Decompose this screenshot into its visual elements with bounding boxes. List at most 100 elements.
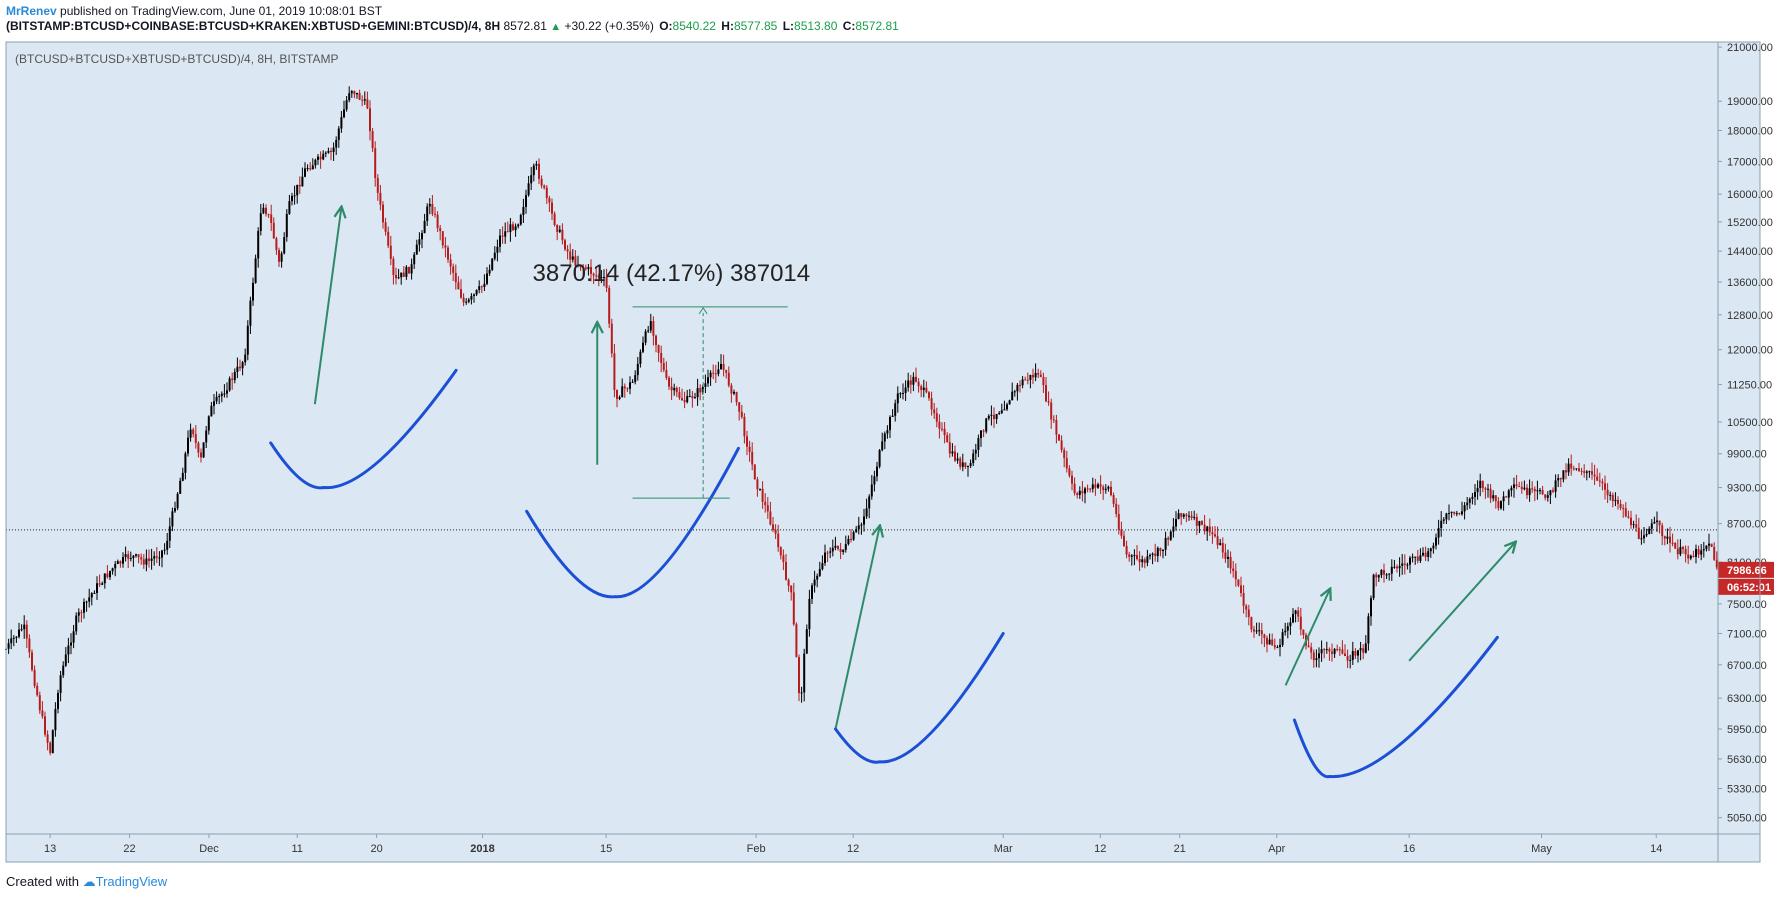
candle-body: [1008, 400, 1011, 405]
candle-body: [519, 214, 522, 225]
candle-body: [168, 526, 171, 541]
candle-body: [1331, 651, 1333, 654]
candle-body: [491, 258, 494, 270]
candle-body: [1549, 490, 1552, 496]
candle-body: [644, 331, 647, 343]
candle-body: [335, 139, 338, 148]
candle-body: [1635, 524, 1638, 528]
x-tick-label: 13: [44, 843, 56, 855]
candle-body: [813, 579, 816, 586]
candle-body: [1162, 549, 1164, 552]
candle-body: [31, 652, 33, 670]
candle-body: [322, 153, 325, 160]
candle-body: [1398, 565, 1401, 569]
candle-body: [639, 351, 642, 364]
author-link[interactable]: MrRenev: [6, 4, 57, 18]
candle-body: [993, 414, 995, 420]
x-tick-label: 16: [1403, 843, 1415, 855]
x-tick-label: 14: [1650, 843, 1662, 855]
candle-body: [116, 561, 119, 565]
candle-body: [1255, 630, 1258, 632]
candle-body: [449, 259, 452, 267]
candle-body: [946, 435, 949, 443]
candle-body: [114, 564, 117, 569]
candle-body: [176, 493, 179, 509]
candle-body: [800, 692, 803, 694]
candle-body: [1409, 557, 1411, 565]
candle-body: [1232, 568, 1235, 572]
candle-body: [525, 195, 527, 207]
y-tick-label: 14400.00: [1727, 246, 1773, 258]
tradingview-link[interactable]: TradingView: [95, 874, 168, 889]
candle-body: [493, 252, 496, 259]
candle-body: [1032, 374, 1034, 378]
candle-body: [1604, 483, 1606, 490]
candle-body: [1149, 554, 1151, 557]
candle-body: [777, 533, 780, 548]
candle-body: [1089, 488, 1092, 490]
candle-body: [891, 415, 894, 418]
candle-body: [527, 183, 530, 196]
candle-body: [33, 669, 36, 686]
candle-body: [1601, 481, 1604, 484]
candle-body: [226, 390, 228, 394]
x-tick-label: 15: [600, 843, 612, 855]
candle-body: [634, 375, 637, 382]
candle-body: [101, 583, 104, 585]
candle-body: [829, 551, 832, 553]
y-tick-label: 9300.00: [1727, 483, 1767, 495]
candle-body: [1632, 524, 1635, 526]
candle-body: [512, 224, 514, 231]
candle-body: [574, 256, 577, 266]
candle-body: [1201, 521, 1203, 525]
candle-body: [1653, 521, 1656, 524]
y-axis[interactable]: 5050.00 5330.00 5630.00 5950.00 6300.00 6700.…: [1718, 42, 1773, 825]
candle-body: [982, 430, 985, 432]
candle-body: [301, 176, 304, 187]
candle-body: [124, 554, 127, 558]
y-tick-label: 8700.00: [1727, 519, 1767, 531]
candle-body: [1003, 409, 1006, 411]
candle-body: [1377, 575, 1380, 578]
x-tick-label: 11: [292, 843, 303, 855]
candle-body: [795, 624, 798, 658]
candle-body: [657, 345, 660, 353]
candle-body: [1661, 525, 1664, 537]
candle-body: [233, 371, 236, 381]
open-label: O:: [659, 19, 673, 33]
candle-body: [1520, 486, 1523, 490]
candle-body: [452, 266, 455, 273]
candle-body: [1445, 513, 1448, 520]
candle-body: [608, 287, 611, 324]
candle-body: [1302, 629, 1305, 635]
candle-body: [1705, 545, 1708, 550]
candle-body: [1432, 545, 1435, 549]
candle-body: [595, 275, 598, 277]
low-label: L:: [782, 19, 795, 33]
candle-body: [345, 100, 348, 110]
candle-body: [262, 207, 265, 214]
candle-body: [67, 645, 70, 655]
y-tick-label: 16000.00: [1727, 189, 1773, 201]
candle-body: [1450, 511, 1453, 513]
candle-body: [1208, 526, 1211, 533]
candle-body: [62, 665, 65, 676]
candle-body: [1715, 559, 1718, 568]
candle-body: [1689, 555, 1692, 559]
candle-body: [842, 549, 845, 552]
y-tick-label: 5950.00: [1727, 724, 1767, 736]
candle-body: [155, 556, 158, 558]
plot-area[interactable]: [6, 42, 1760, 862]
candles: [5, 86, 1718, 756]
tradingview-logo-icon[interactable]: ☁: [82, 874, 96, 889]
candle-body: [348, 93, 351, 101]
candle-body: [1026, 379, 1029, 381]
candle-body: [1016, 384, 1019, 392]
candle-body: [1253, 629, 1255, 632]
candle-body: [629, 382, 631, 389]
candle-body: [1396, 566, 1398, 569]
x-axis[interactable]: 13 22 Dec 11 20 2018 15 Feb 12 Mar 12 21 Apr 16 May 14: [44, 834, 1662, 855]
candle-body: [772, 524, 774, 530]
candle-body: [1141, 559, 1144, 563]
